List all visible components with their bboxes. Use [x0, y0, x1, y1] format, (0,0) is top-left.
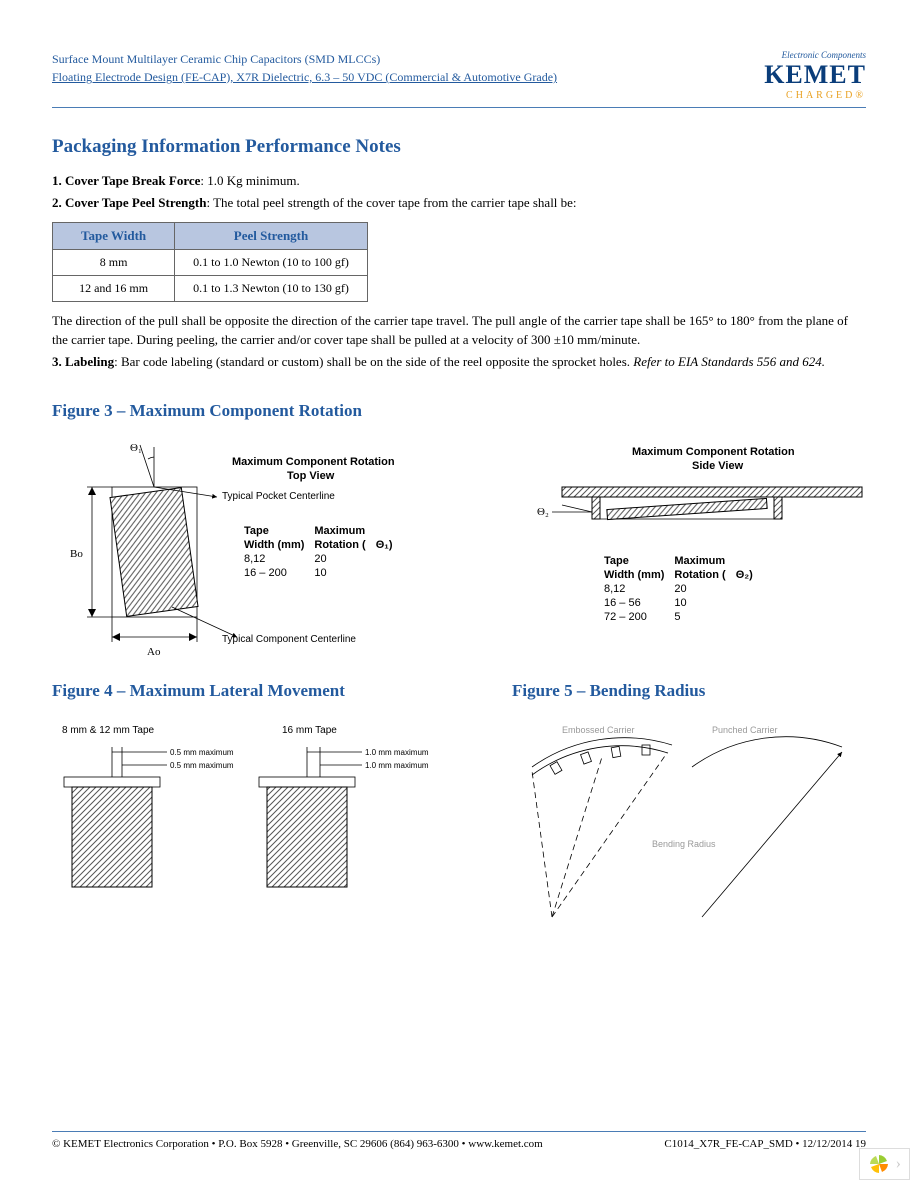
footer-right: C1014_X7R_FE-CAP_SMD • 12/12/2014 19 — [664, 1138, 866, 1150]
svg-text:8 mm & 12 mm Tape: 8 mm & 12 mm Tape — [62, 725, 155, 736]
section-title: Packaging Information Performance Notes — [52, 136, 866, 158]
direction-text: The direction of the pull shall be oppos… — [52, 312, 866, 348]
header-line2: Floating Electrode Design (FE-CAP), X7R … — [52, 68, 557, 86]
logo-name: KEMET — [764, 60, 866, 89]
svg-text:Bending Radius: Bending Radius — [652, 839, 716, 849]
corner-widget[interactable]: › — [859, 1148, 910, 1180]
peel-header-strength: Peel Strength — [175, 223, 368, 250]
logo-tagline: Electronic Components — [764, 50, 866, 60]
pocket-centerline-label: Typical Pocket Centerline — [222, 491, 335, 502]
logo-charged: CHARGED® — [764, 90, 866, 101]
page-footer: © KEMET Electronics Corporation • P.O. B… — [52, 1131, 866, 1150]
svg-text:1.0 mm maximum: 1.0 mm maximum — [365, 761, 429, 770]
fig5-svg: Embossed Carrier Punched Carrier Bending… — [512, 717, 912, 937]
svg-text:Side View: Side View — [692, 460, 744, 472]
table-row: 12 and 16 mm0.1 to 1.3 Newton (10 to 130… — [53, 276, 368, 302]
figure-3-title: Figure 3 – Maximum Component Rotation — [52, 401, 866, 421]
note-1: 1. Cover Tape Break Force: 1.0 Kg minimu… — [52, 172, 866, 190]
svg-text:Θ₂: Θ₂ — [537, 506, 549, 518]
header-text: Surface Mount Multilayer Ceramic Chip Ca… — [52, 50, 557, 86]
svg-text:0.5 mm maximum: 0.5 mm maximum — [170, 761, 234, 770]
kemet-logo: Electronic Components KEMET CHARGED® — [764, 50, 866, 101]
fig3-top-title2: Top View — [287, 470, 335, 482]
figure-4-title: Figure 4 – Maximum Lateral Movement — [52, 681, 452, 701]
theta1-label: Θ₁ — [130, 442, 142, 454]
pinwheel-icon — [868, 1153, 890, 1175]
svg-text:Punched Carrier: Punched Carrier — [712, 725, 778, 735]
svg-text:Maximum Component Rotation: Maximum Component Rotation — [632, 446, 795, 458]
chevron-right-icon[interactable]: › — [896, 1155, 901, 1173]
peel-header-width: Tape Width — [53, 223, 175, 250]
fig3-left-table: TapeMaximum Width (mm)Rotation (Θ₁) 8,12… — [242, 523, 462, 581]
note-2: 2. Cover Tape Peel Strength: The total p… — [52, 194, 866, 212]
fig3-top-title1: Maximum Component Rotation — [232, 456, 395, 468]
svg-text:0.5 mm maximum: 0.5 mm maximum — [170, 748, 234, 757]
peel-strength-table: Tape Width Peel Strength 8 mm0.1 to 1.0 … — [52, 222, 368, 302]
fig3-right-table: TapeMaximum Width (mm)Rotation (Θ₂) 8,12… — [602, 553, 892, 625]
svg-text:Embossed Carrier: Embossed Carrier — [562, 725, 635, 735]
figure-5-title: Figure 5 – Bending Radius — [512, 681, 912, 701]
bo-label: Bo — [70, 548, 83, 560]
fig4-svg: 8 mm & 12 mm Tape 0.5 mm maximum 0.5 mm … — [52, 717, 452, 917]
header-line1: Surface Mount Multilayer Ceramic Chip Ca… — [52, 50, 557, 68]
fig3-side-svg: Maximum Component Rotation Side View Θ₂ — [532, 437, 892, 547]
figure-4: Figure 4 – Maximum Lateral Movement 8 mm… — [52, 651, 452, 937]
svg-text:1.0 mm maximum: 1.0 mm maximum — [365, 748, 429, 757]
svg-text:16 mm Tape: 16 mm Tape — [282, 725, 337, 736]
figure-5: Figure 5 – Bending Radius Embossed Carri… — [512, 651, 912, 937]
page-header: Surface Mount Multilayer Ceramic Chip Ca… — [52, 50, 866, 108]
table-row: 8 mm0.1 to 1.0 Newton (10 to 100 gf) — [53, 250, 368, 276]
footer-left: © KEMET Electronics Corporation • P.O. B… — [52, 1138, 543, 1150]
note-3: 3. Labeling: Bar code labeling (standard… — [52, 353, 866, 371]
component-centerline-label: Typical Component Centerline — [222, 634, 356, 645]
